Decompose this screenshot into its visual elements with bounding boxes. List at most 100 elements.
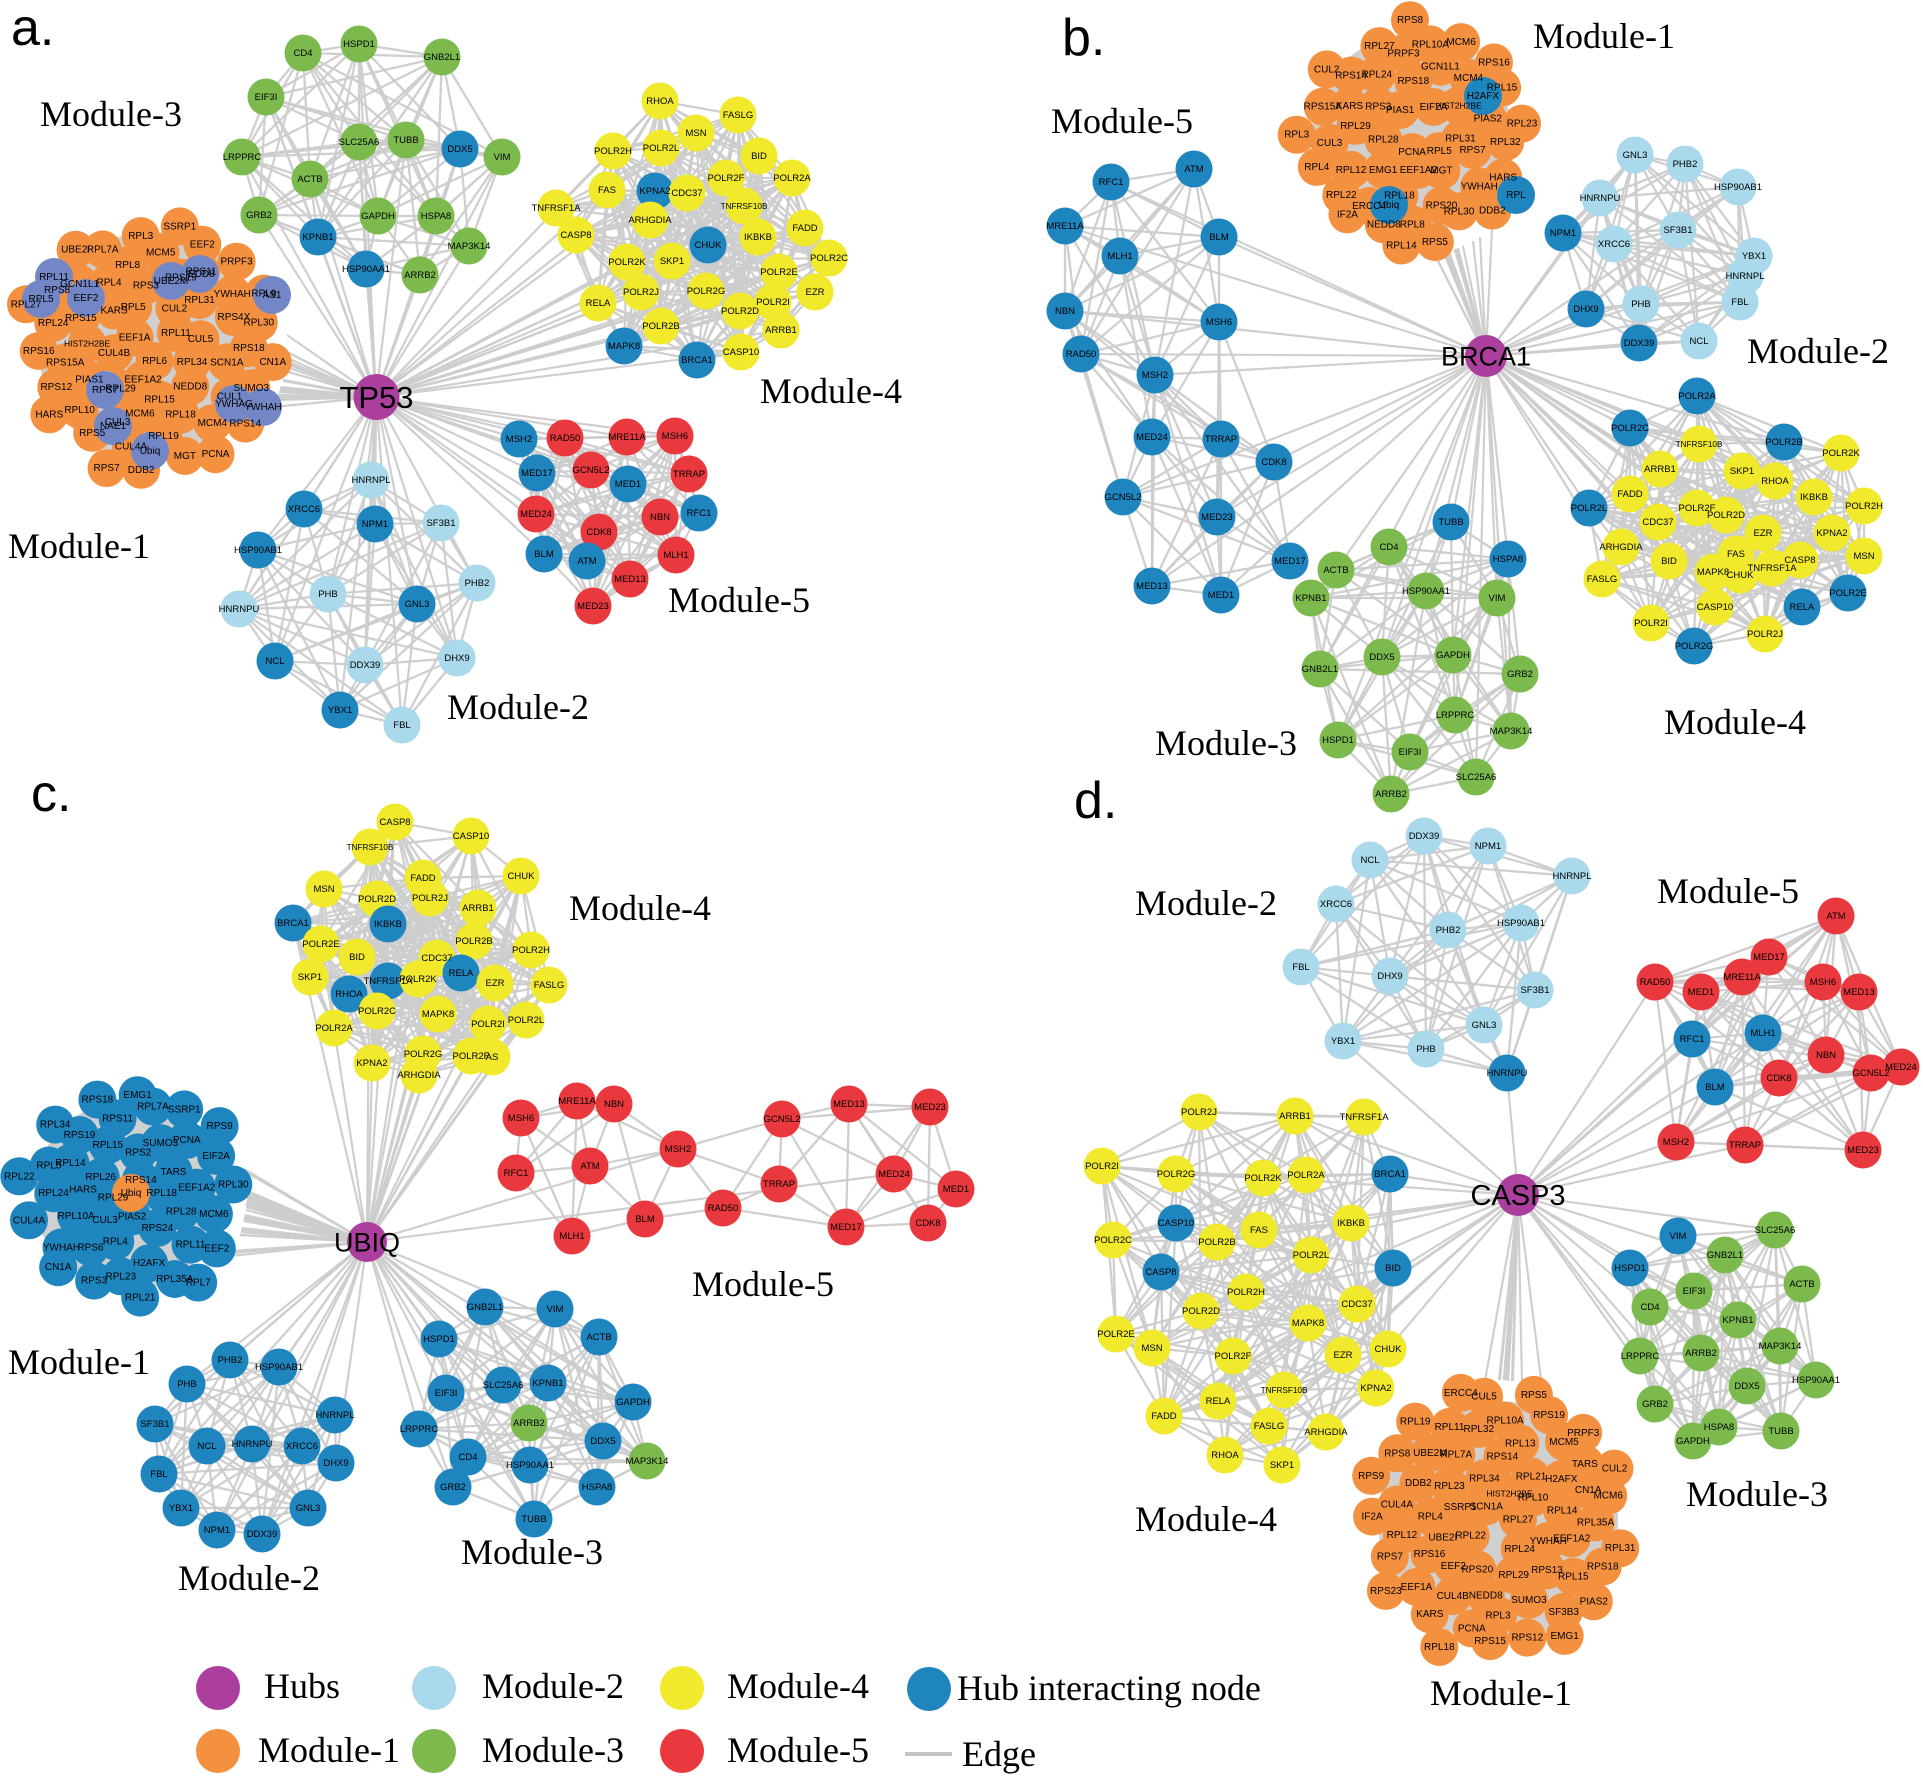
svg-text:YWHAH: YWHAH [214,289,251,300]
svg-text:BID: BID [349,952,365,963]
svg-text:MAPK8: MAPK8 [1697,567,1729,578]
svg-text:GNL3: GNL3 [405,599,430,610]
svg-text:RPL26: RPL26 [85,1172,116,1183]
svg-text:TRRAP: TRRAP [763,1179,795,1190]
svg-text:POLR2H: POLR2H [594,146,632,157]
svg-text:RPL15: RPL15 [1558,1572,1589,1583]
svg-text:POLR2F: POLR2F [1215,1351,1252,1362]
svg-text:CASP8: CASP8 [560,230,591,241]
svg-text:RPL4: RPL4 [1418,1511,1443,1522]
svg-text:CASP10: CASP10 [723,347,759,358]
svg-text:RPL3: RPL3 [128,231,153,242]
svg-text:HARS: HARS [69,1184,97,1195]
svg-text:TNFRSF10B: TNFRSF10B [1676,440,1723,449]
svg-text:FADD: FADD [792,223,817,234]
svg-text:NPM1: NPM1 [1475,841,1501,852]
svg-text:ARHGDIA: ARHGDIA [1304,1427,1348,1438]
svg-text:SKP1: SKP1 [1270,1460,1294,1471]
svg-text:IKBKB: IKBKB [374,919,402,930]
svg-text:SSRP1: SSRP1 [163,221,196,232]
svg-text:POLR2J: POLR2J [623,287,659,298]
svg-text:GRB2: GRB2 [1507,669,1533,680]
svg-text:ARRB2: ARRB2 [404,270,436,281]
svg-text:RFC1: RFC1 [687,508,712,519]
svg-text:HSPD1: HSPD1 [1614,1263,1646,1274]
svg-text:EEF1A2: EEF1A2 [1553,1534,1591,1545]
svg-text:MCM5: MCM5 [1549,1437,1579,1448]
svg-text:GAPDH: GAPDH [1436,650,1470,661]
svg-text:CASP10: CASP10 [1697,602,1733,613]
svg-text:TNFRSF10B: TNFRSF10B [721,202,768,211]
svg-text:CDC37: CDC37 [1642,517,1673,528]
svg-text:POLR2E: POLR2E [760,267,798,278]
svg-text:MSH2: MSH2 [665,1144,691,1155]
svg-text:CDC37: CDC37 [671,188,702,199]
svg-text:ACTB: ACTB [1323,565,1348,576]
svg-text:YBX1: YBX1 [1742,251,1766,262]
svg-text:MSH2: MSH2 [1142,370,1168,381]
svg-text:PRPF3: PRPF3 [1567,1428,1600,1439]
svg-text:NPM1: NPM1 [362,519,388,530]
svg-text:DDX39: DDX39 [350,660,381,671]
svg-text:RPS12: RPS12 [40,382,72,393]
svg-text:CASP3: CASP3 [1470,1180,1565,1212]
svg-text:POLR2C: POLR2C [1094,1235,1132,1246]
svg-text:POLR2A: POLR2A [315,1023,353,1034]
svg-text:RHOA: RHOA [1211,1450,1239,1461]
svg-text:RPL18: RPL18 [1384,191,1415,202]
svg-text:FBL: FBL [1731,297,1748,308]
svg-text:UBIQ: UBIQ [334,1228,400,1258]
svg-text:DDX5: DDX5 [1734,1381,1759,1392]
svg-text:CHUK: CHUK [1375,1344,1403,1355]
svg-text:RPL4: RPL4 [96,278,121,289]
svg-text:RPS14: RPS14 [229,419,261,430]
svg-text:POLR2F: POLR2F [1679,503,1716,514]
svg-text:MAP3K14: MAP3K14 [1490,726,1533,737]
svg-text:RPL11: RPL11 [39,272,69,283]
svg-text:RELA: RELA [1206,1396,1231,1407]
svg-text:RPS19: RPS19 [64,1130,96,1141]
svg-text:ATM: ATM [1826,911,1845,922]
svg-text:MED13: MED13 [1136,581,1168,592]
svg-text:MED17: MED17 [1274,556,1306,567]
svg-text:ARHGDIA: ARHGDIA [1599,542,1643,553]
svg-text:HSPA8: HSPA8 [1493,554,1523,565]
svg-text:Module-3: Module-3 [1686,1474,1828,1514]
svg-text:RPS16: RPS16 [1478,57,1510,68]
svg-text:HARS: HARS [35,409,63,420]
svg-text:CD4: CD4 [293,48,312,59]
svg-text:MED13: MED13 [614,574,646,585]
svg-text:HNRNPL: HNRNPL [315,1410,354,1421]
svg-text:FBL: FBL [1292,962,1309,973]
svg-text:ATM: ATM [577,556,596,567]
svg-text:CUL3: CUL3 [105,417,131,428]
svg-text:CASP8: CASP8 [1145,1267,1176,1278]
svg-text:POLR2E: POLR2E [302,939,340,950]
svg-text:MAPK8: MAPK8 [608,341,640,352]
svg-text:RPS18: RPS18 [1397,76,1429,87]
svg-text:RPS23: RPS23 [1370,1586,1402,1597]
svg-text:FAS: FAS [1250,1225,1268,1236]
svg-text:RPL18: RPL18 [1424,1642,1455,1653]
svg-text:RPS15: RPS15 [65,313,97,324]
svg-text:VIM: VIM [494,152,511,163]
svg-text:H2AFX: H2AFX [1545,1474,1578,1485]
svg-text:RPS9: RPS9 [207,1121,234,1132]
svg-text:SUMO3: SUMO3 [1511,1595,1547,1606]
svg-text:RPL32: RPL32 [1490,137,1521,148]
svg-text:LRPPRC: LRPPRC [1436,710,1475,721]
svg-text:Module-2: Module-2 [447,687,589,727]
svg-text:Ubiq: Ubiq [1379,200,1400,211]
svg-text:Module-4: Module-4 [1664,702,1806,742]
svg-text:MED24: MED24 [1885,1062,1917,1073]
svg-text:MSN: MSN [313,884,334,895]
svg-text:KARS: KARS [1336,101,1364,112]
svg-text:TARS: TARS [161,1167,187,1178]
svg-text:NCL: NCL [1689,336,1708,347]
svg-text:HIST2H2BE: HIST2H2BE [64,338,111,348]
svg-text:RPL31: RPL31 [1445,134,1476,145]
svg-text:RPL30: RPL30 [244,318,275,329]
svg-text:SCN1A: SCN1A [1470,1501,1504,1512]
svg-text:RPL10: RPL10 [64,405,95,416]
svg-text:POLR2I: POLR2I [471,1019,505,1030]
